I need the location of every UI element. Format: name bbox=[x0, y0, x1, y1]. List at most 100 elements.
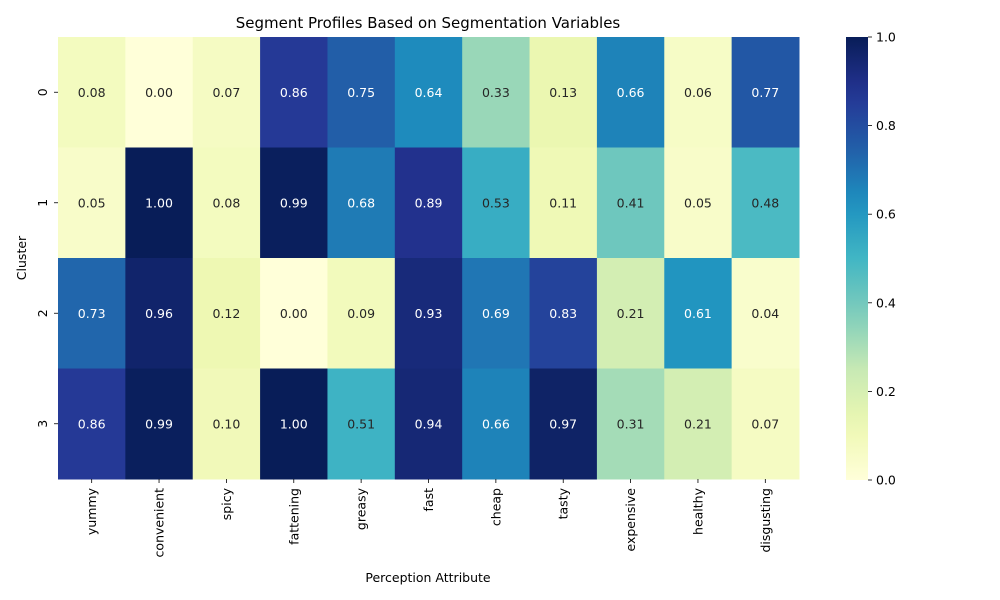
heatmap-cell bbox=[58, 37, 126, 148]
cell-value-label: 0.04 bbox=[751, 306, 779, 321]
heatmap-cell bbox=[260, 37, 328, 148]
colorbar-tick-label: 0.8 bbox=[876, 118, 896, 133]
cell-value-label: 0.07 bbox=[751, 416, 779, 431]
cell-value-label: 0.51 bbox=[347, 416, 375, 431]
cell-value-label: 0.21 bbox=[684, 416, 712, 431]
cell-value-label: 0.08 bbox=[212, 195, 240, 210]
cell-value-label: 0.68 bbox=[347, 195, 375, 210]
y-tick-label: 3 bbox=[35, 420, 50, 428]
heatmap-cell bbox=[192, 147, 261, 259]
cell-value-label: 0.77 bbox=[751, 85, 779, 100]
heatmap-cell bbox=[529, 147, 598, 259]
cell-value-label: 0.05 bbox=[78, 195, 106, 210]
cell-value-label: 0.10 bbox=[212, 416, 240, 431]
heatmap-cell bbox=[58, 258, 126, 369]
cell-value-label: 0.99 bbox=[145, 416, 173, 431]
heatmap-cell bbox=[192, 258, 261, 369]
colorbar-ticks: 0.0 0.2 0.4 0.6 0.8 1.0 bbox=[868, 30, 896, 488]
colorbar-tick-label: 0.4 bbox=[876, 295, 896, 310]
heatmap-cell bbox=[260, 147, 328, 259]
cell-value-label: 0.13 bbox=[549, 85, 577, 100]
y-axis-label: Cluster bbox=[14, 235, 29, 280]
colorbar-tick-label: 0.0 bbox=[876, 473, 896, 488]
heatmap-cell bbox=[664, 368, 733, 480]
heatmap-cell bbox=[731, 147, 800, 259]
cell-value-label: 0.07 bbox=[212, 85, 240, 100]
cell-value-label: 0.00 bbox=[145, 85, 173, 100]
colorbar-tick-label: 1.0 bbox=[876, 30, 896, 45]
heatmap-cell bbox=[462, 147, 531, 259]
cell-value-label: 0.86 bbox=[78, 416, 106, 431]
cell-value-label: 0.41 bbox=[617, 195, 645, 210]
x-tick-label: cheap bbox=[488, 488, 503, 526]
heatmap-cell bbox=[529, 37, 598, 148]
cell-value-label: 0.75 bbox=[347, 85, 375, 100]
heatmap-cell bbox=[192, 368, 261, 480]
x-tick-label: spicy bbox=[219, 487, 234, 520]
cell-value-label: 0.96 bbox=[145, 306, 173, 321]
x-tick-label: disgusting bbox=[758, 488, 773, 553]
heatmap-cells: 0.08 0.00 0.07 0.86 0.75 0.64 0.33 0.13 0.66 0.06… bbox=[58, 37, 800, 480]
heatmap-cell bbox=[394, 258, 463, 369]
heatmap-cell bbox=[260, 368, 328, 480]
y-axis-ticks: 0 1 2 3 bbox=[35, 88, 58, 428]
x-axis-ticks: yummy convenient spicy fattening greasy fast c… bbox=[84, 479, 773, 557]
cell-value-label: 0.05 bbox=[684, 195, 712, 210]
cell-value-label: 0.12 bbox=[212, 306, 240, 321]
cell-value-label: 0.69 bbox=[482, 306, 510, 321]
heatmap-cell bbox=[58, 147, 126, 259]
x-tick-label: yummy bbox=[84, 487, 99, 535]
heatmap-cell bbox=[394, 368, 463, 480]
cell-value-label: 0.64 bbox=[415, 85, 443, 100]
x-tick-label: fast bbox=[421, 488, 436, 512]
y-tick-label: 1 bbox=[35, 199, 50, 207]
cell-value-label: 1.00 bbox=[145, 195, 173, 210]
x-tick-label: greasy bbox=[354, 487, 369, 530]
heatmap-cell bbox=[125, 147, 194, 259]
cell-value-label: 0.09 bbox=[347, 306, 375, 321]
cell-value-label: 0.73 bbox=[78, 306, 106, 321]
y-tick-label: 0 bbox=[35, 88, 50, 96]
cell-value-label: 0.99 bbox=[280, 195, 308, 210]
heatmap-cell bbox=[327, 258, 396, 369]
heatmap-cell bbox=[192, 37, 261, 148]
heatmap-cell bbox=[731, 258, 800, 369]
heatmap-cell bbox=[125, 368, 194, 480]
heatmap-cell bbox=[731, 368, 800, 480]
heatmap-cell bbox=[327, 37, 396, 148]
heatmap-cell bbox=[58, 368, 126, 480]
heatmap-cell bbox=[596, 147, 665, 259]
cell-value-label: 0.00 bbox=[280, 306, 308, 321]
heatmap-cell bbox=[529, 368, 598, 480]
x-tick-label: convenient bbox=[152, 488, 167, 558]
heatmap-cell bbox=[596, 368, 665, 480]
heatmap-cell bbox=[125, 37, 194, 148]
heatmap-cell bbox=[327, 368, 396, 480]
y-tick-label: 2 bbox=[35, 309, 50, 317]
heatmap-cell bbox=[394, 147, 463, 259]
cell-value-label: 0.94 bbox=[415, 416, 443, 431]
cell-value-label: 0.66 bbox=[617, 85, 645, 100]
cell-value-label: 0.83 bbox=[549, 306, 577, 321]
colorbar bbox=[846, 37, 868, 480]
x-tick-label: healthy bbox=[690, 487, 705, 535]
colorbar-tick-label: 0.6 bbox=[876, 207, 896, 222]
heatmap-cell bbox=[664, 37, 733, 148]
x-tick-label: fattening bbox=[286, 488, 301, 545]
heatmap-cell bbox=[462, 368, 531, 480]
cell-value-label: 0.11 bbox=[549, 195, 577, 210]
heatmap-cell bbox=[260, 258, 328, 369]
cell-value-label: 0.97 bbox=[549, 416, 577, 431]
cell-value-label: 1.00 bbox=[280, 416, 308, 431]
cell-value-label: 0.66 bbox=[482, 416, 510, 431]
chart-title: Segment Profiles Based on Segmentation V… bbox=[236, 14, 621, 32]
x-axis-label: Perception Attribute bbox=[365, 570, 491, 585]
cell-value-label: 0.61 bbox=[684, 306, 712, 321]
heatmap-cell bbox=[394, 37, 463, 148]
heatmap-cell bbox=[529, 258, 598, 369]
cell-value-label: 0.86 bbox=[280, 85, 308, 100]
cell-value-label: 0.08 bbox=[78, 85, 106, 100]
cell-value-label: 0.06 bbox=[684, 85, 712, 100]
colorbar-tick-label: 0.2 bbox=[876, 384, 896, 399]
